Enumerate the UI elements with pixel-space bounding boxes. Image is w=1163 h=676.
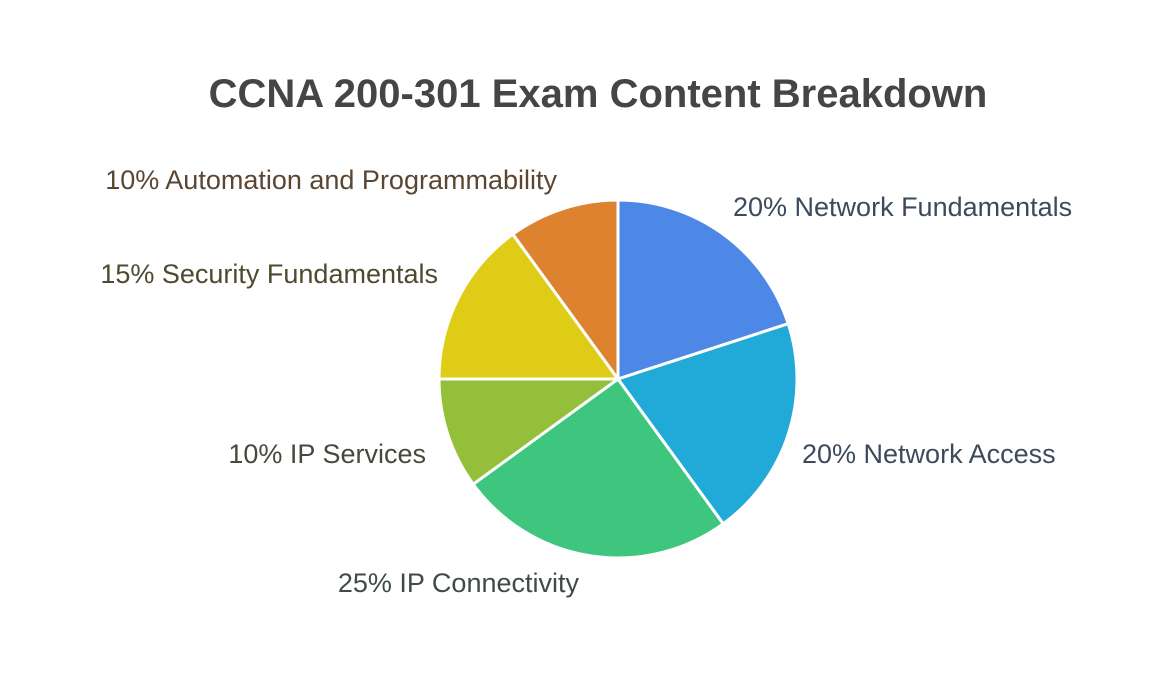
pie-labels: 20% Network Fundamentals 20% Network Acce… bbox=[100, 165, 1072, 598]
slice-label-security-fundamentals: 15% Security Fundamentals bbox=[100, 259, 438, 289]
pie-slice-automation-and-programmability bbox=[511, 198, 620, 381]
pie-slice-security-fundamentals bbox=[437, 232, 620, 381]
slice-label-ip-services: 10% IP Services bbox=[228, 439, 426, 469]
chart-title: CCNA 200-301 Exam Content Breakdown bbox=[208, 72, 988, 116]
slice-label-ip-connectivity: 25% IP Connectivity bbox=[338, 568, 580, 598]
slice-label-network-fundamentals: 20% Network Fundamentals bbox=[733, 192, 1072, 222]
pie-slice-network-fundamentals bbox=[616, 198, 790, 381]
pie-slice-ip-connectivity bbox=[471, 377, 725, 560]
pie-slice-network-access bbox=[616, 322, 799, 526]
slice-label-automation-and-programmability: 10% Automation and Programmability bbox=[105, 165, 557, 195]
pie-slices bbox=[437, 198, 799, 560]
pie-slice-ip-services bbox=[437, 377, 620, 486]
slice-label-network-access: 20% Network Access bbox=[802, 439, 1056, 469]
